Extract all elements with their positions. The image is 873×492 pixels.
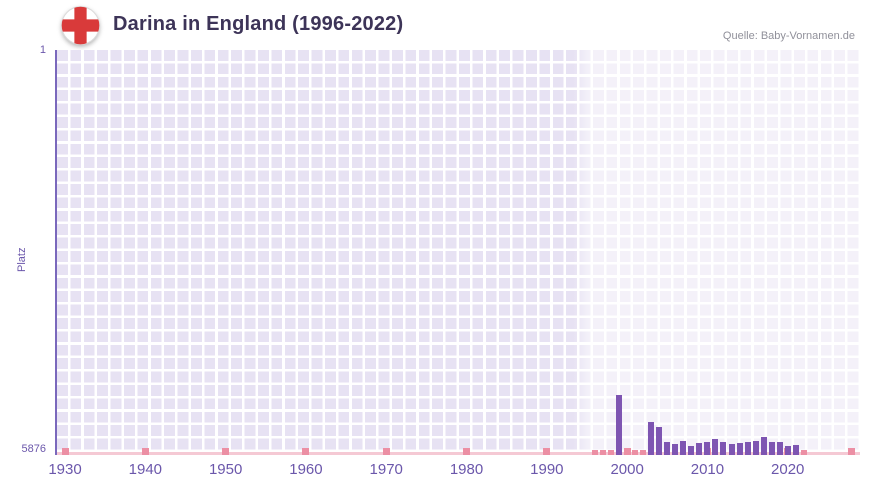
data-period-highlight <box>572 50 860 455</box>
chart-title: Darina in England (1996-2022) <box>113 13 404 35</box>
rank-bar <box>728 444 735 455</box>
decade-tick-mark <box>848 448 856 455</box>
no-rank-marker <box>640 450 647 455</box>
no-rank-marker <box>800 450 807 455</box>
x-axis-tick-label: 2000 <box>610 461 644 478</box>
decade-tick-mark <box>61 448 69 455</box>
x-axis-tick-label: 1980 <box>449 461 484 478</box>
y-axis-min-label: 5876 <box>21 443 46 455</box>
no-rank-marker <box>592 450 598 455</box>
x-axis-tick-label: 1940 <box>128 461 163 478</box>
england-flag-icon <box>59 4 102 47</box>
rank-bar <box>776 441 783 455</box>
rank-bar <box>696 442 703 455</box>
no-rank-marker <box>608 450 615 455</box>
plot-area <box>55 50 860 455</box>
rank-bar <box>680 440 687 455</box>
rank-bar <box>616 395 623 455</box>
rank-bar <box>752 440 759 455</box>
x-axis-tick-label: 1960 <box>289 461 323 478</box>
rank-bar <box>784 446 791 455</box>
no-rank-marker <box>624 450 631 455</box>
source-credit: Quelle: Baby-Vornamen.de <box>722 30 855 42</box>
bars-layer <box>57 50 860 455</box>
no-rank-marker <box>600 450 607 455</box>
rank-bar <box>768 442 775 455</box>
decade-tick-mark <box>141 448 149 455</box>
rank-bar <box>720 441 727 455</box>
rank-bar <box>760 437 767 455</box>
x-axis-baseline <box>57 452 860 455</box>
decade-tick-mark <box>543 448 551 455</box>
x-axis-tick-label: 2020 <box>771 461 805 478</box>
rank-bar <box>648 422 655 455</box>
rank-bar <box>712 439 719 455</box>
rank-bar <box>656 427 663 455</box>
decade-tick-mark <box>382 448 390 455</box>
decade-tick-mark <box>463 448 471 455</box>
decade-tick-mark <box>302 448 310 455</box>
x-axis-tick-label: 1990 <box>530 461 564 478</box>
x-axis-tick-label: 1930 <box>48 461 82 478</box>
rank-bar <box>704 442 711 455</box>
rank-bar <box>688 445 695 455</box>
x-axis-tick-label: 1950 <box>208 461 243 478</box>
x-axis-labels: 1930 1940 1950 1960 1970 1980 1990 2000 2010 2020 <box>48 461 860 483</box>
y-axis-title: Platz <box>16 247 28 272</box>
rank-bar <box>744 441 751 455</box>
rank-bar <box>736 442 743 455</box>
no-rank-marker <box>632 450 639 455</box>
y-axis-max-label: 1 <box>39 44 46 56</box>
x-axis-tick-label: 2010 <box>690 461 725 478</box>
rank-bar <box>792 444 799 455</box>
rank-bar <box>672 443 679 455</box>
decade-tick-mark <box>222 448 230 455</box>
x-axis-tick-label: 1970 <box>369 461 403 478</box>
rank-bar <box>664 441 671 455</box>
